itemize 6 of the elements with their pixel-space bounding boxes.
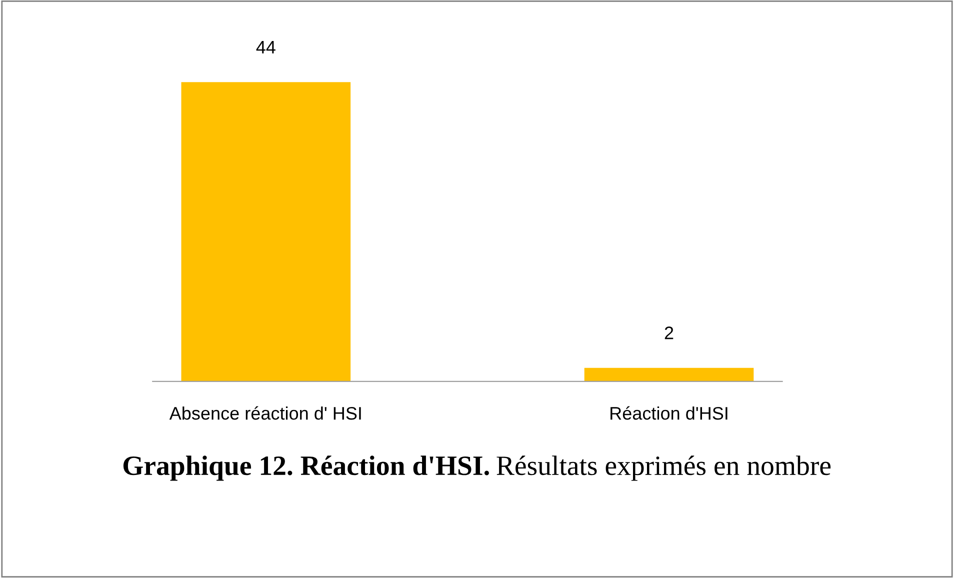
text: Graphique 12. Réaction d'HSI.: [123, 456, 489, 481]
x-tick-label: Absence réaction d' HSI: [169, 406, 361, 420]
data-label: 44: [256, 40, 276, 54]
x-tick-label: Réaction d'HSI: [610, 406, 728, 420]
data-label: 2: [664, 326, 674, 340]
text: Résultats exprimés en nombre: [496, 456, 831, 481]
